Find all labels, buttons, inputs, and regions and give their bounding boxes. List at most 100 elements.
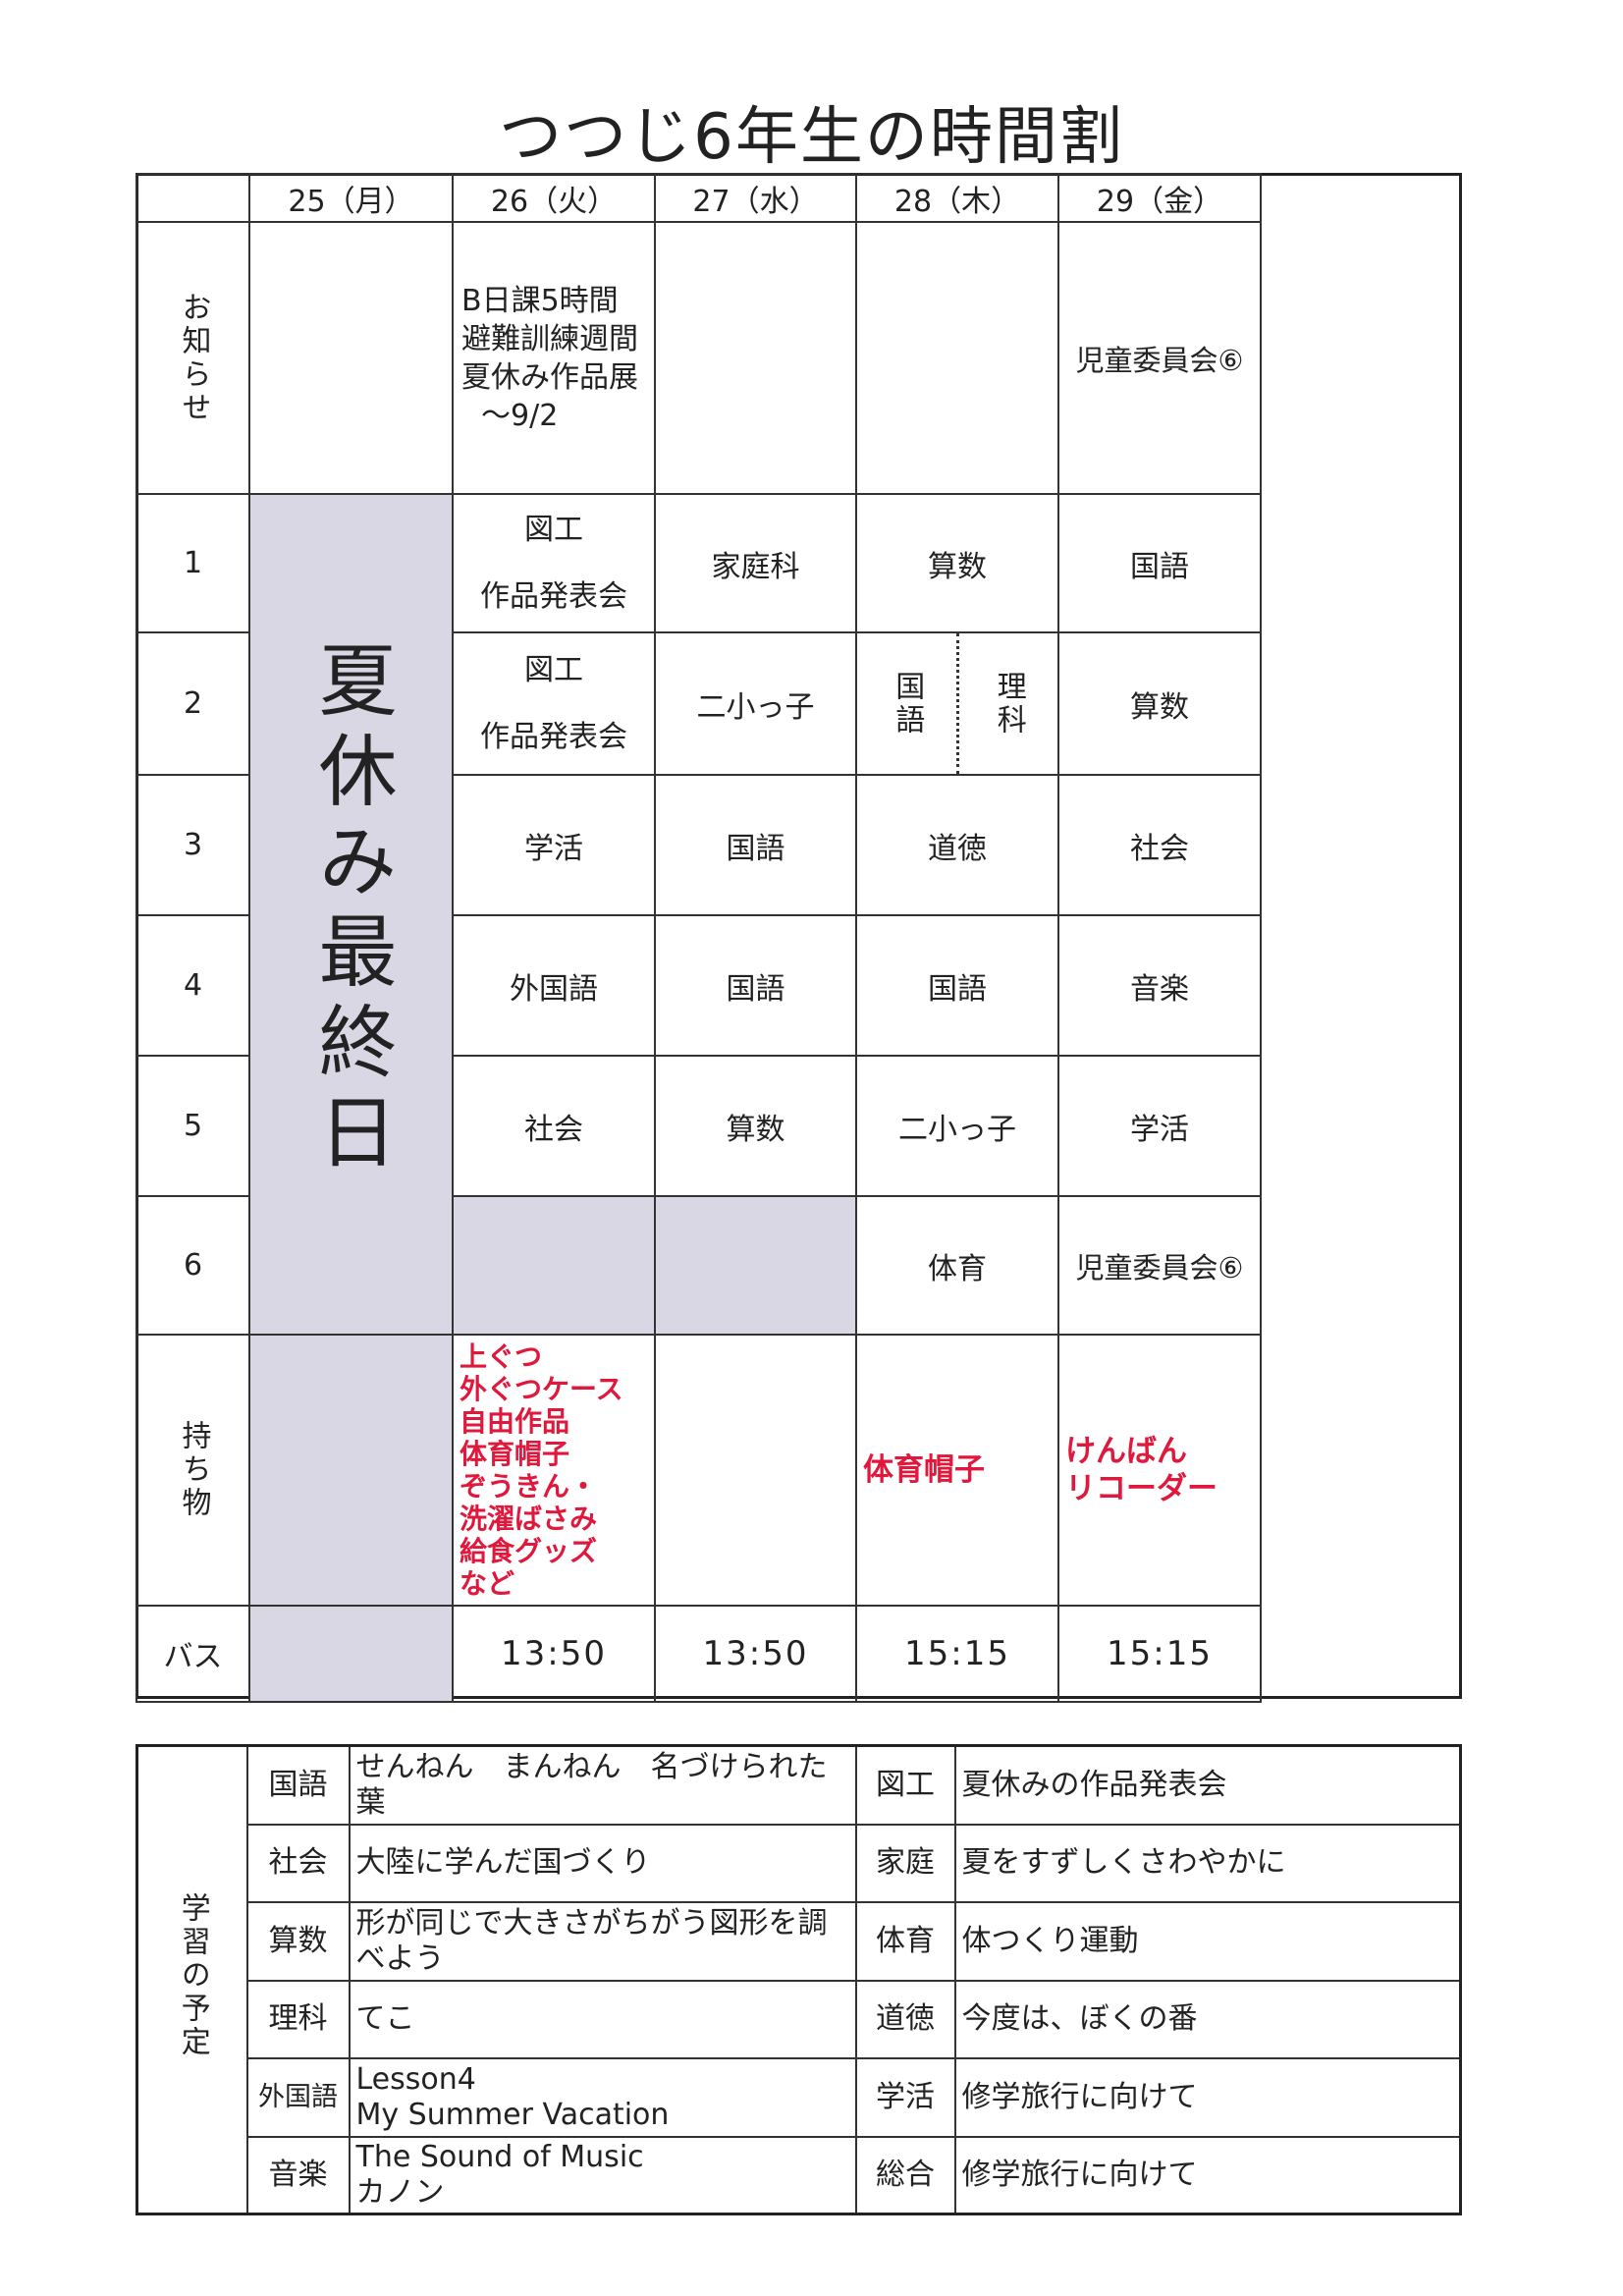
item: リコーダー [1065,1471,1217,1506]
notice-tue: B日課5時間 避難訓練週間 夏休み作品展 ～9/2 [452,221,656,495]
plan-subject: 国語 [245,1744,351,1826]
item: 給食グッズ [460,1535,598,1567]
class-cell-empty [654,1195,857,1336]
row-label-notice: お知らせ [135,221,250,495]
header-row: 25（月） 26（火） 27（水） 28（木） 29（金） [135,173,1262,223]
plan-content: せんねん まんねん 名づけられた葉 [348,1744,857,1826]
class-cell: 国語 [855,914,1059,1057]
items-row: 持ち物 上ぐつ 外ぐつケース 自由作品 体育帽子 ぞうきん・ 洗濯ばさみ 給食グ… [135,1334,1262,1607]
period-row: 5 社会 算数 二小っ子 学活 [135,1055,1262,1197]
bus-mon [248,1605,454,1703]
plan-subject: 家庭 [854,1823,956,1903]
plan-content: 夏をすずしくさわやかに [953,1823,1462,1903]
plan-content: 修学旅行に向けて [953,2135,1462,2215]
bus-time: 13:50 [452,1605,656,1703]
day-header: 26（火） [452,173,656,223]
plan-subject: 音楽 [245,2135,351,2215]
class-cell: 国語 [654,914,857,1057]
plan-subject: 算数 [245,1900,351,1982]
item: 自由作品 [460,1405,570,1438]
day-header: 28（木） [855,173,1059,223]
class-cell: 国語 [654,774,857,916]
notice-thu [855,221,1059,495]
plan-subject: 理科 [245,1979,351,2059]
class-cell: 道徳 [855,774,1059,916]
class-cell: 算数 [1057,631,1262,776]
plan-row: 理科 てこ 道徳 今度は、ぼくの番 [137,1979,1462,2059]
class-cell: 児童委員会⑥ [1057,1195,1262,1336]
plan-subject: 道徳 [854,1979,956,2059]
plan-content: 形が同じで大きさがちがう図形を調べよう [348,1900,857,1982]
notice-fri: 児童委員会⑥ [1057,221,1262,495]
corner-cell [135,173,250,223]
class-cell-split: 国語 理科 [855,631,1059,776]
bus-time: 15:15 [855,1605,1059,1703]
item: 洗濯ばさみ [460,1503,598,1535]
period-label: 4 [135,914,250,1057]
notice-line: ～9/2 [481,398,559,433]
day-header: 27（水） [654,173,857,223]
class-cell: 体育 [855,1195,1059,1336]
period-row: 6 体育 児童委員会⑥ [135,1195,1262,1336]
class-cell: 学活 [452,774,656,916]
notice-mon [248,221,454,495]
plan-subject: 図工 [854,1744,956,1826]
plan-row: 学習の予定 国語 せんねん まんねん 名づけられた葉 図工 夏休みの作品発表会 [135,1744,1462,2215]
class-cell: 国語 [1057,493,1262,633]
day-header: 29（金） [1057,173,1262,223]
period-row: 1 夏休み最終日 図工 作品発表会 家庭科 算数 国語 [135,493,1262,1336]
plan-row: 外国語 Lesson4 My Summer Vacation 学活 修学旅行に向けて [137,2056,1462,2138]
period-row: 2 図工 作品発表会 二小っ子 国語 理科 算数 [135,631,1262,776]
notice-line: 避難訓練週間 [461,321,638,356]
plan-content: 夏休みの作品発表会 [953,1744,1462,1826]
item: 体育帽子 [460,1438,570,1470]
plan-content: てこ [348,1979,857,2059]
notice-row: お知らせ B日課5時間 避難訓練週間 夏休み作品展 ～9/2 児童委員会⑥ [135,221,1262,495]
class-cell: 社会 [1057,774,1262,916]
period-row: 4 外国語 国語 国語 音楽 [135,914,1262,1057]
items-fri: けんばん リコーダー [1057,1334,1262,1607]
plan-content: Lesson4 My Summer Vacation [348,2056,857,2138]
class-cell: 学活 [1057,1055,1262,1197]
bus-time: 13:50 [654,1605,857,1703]
class-cell: 図工 作品発表会 [452,631,656,776]
plan-content: 修学旅行に向けて [953,2056,1462,2138]
plan-label: 学習の予定 [175,1891,210,2059]
items-tue: 上ぐつ 外ぐつケース 自由作品 体育帽子 ぞうきん・ 洗濯ばさみ 給食グッズ な… [452,1334,656,1607]
monday-note: 夏休み最終日 [305,639,398,1181]
plan-content: The Sound of Music カノン [348,2135,857,2215]
plan-row: 算数 形が同じで大きさがちがう図形を調べよう 体育 体つくり運動 [137,1900,1462,1982]
item: 上ぐつ [460,1340,543,1373]
plan-content: 今度は、ぼくの番 [953,1979,1462,2059]
period-label: 1 [135,493,250,633]
plan-content: 大陸に学んだ国づくり [348,1823,857,1903]
notice-line: 夏休み作品展 [461,359,638,395]
period-row: 3 学活 国語 道徳 社会 [135,774,1262,916]
item: 外ぐつケース [460,1373,623,1405]
plan-subject: 社会 [245,1823,351,1903]
plan-label-cell: 学習の予定 [135,1744,248,2215]
items-wed [654,1334,857,1607]
class-cell: 社会 [452,1055,656,1197]
items-mon [248,1334,454,1607]
class-cell: 理科 [991,670,1026,738]
bus-time: 15:15 [1057,1605,1262,1703]
plan-row: 社会 大陸に学んだ国づくり 家庭 夏をすずしくさわやかに [137,1823,1462,1903]
class-cell: 算数 [654,1055,857,1197]
bus-row: バス 13:50 13:50 15:15 15:15 [135,1605,1262,1703]
page-title: つつじ6年生の時間割 [499,101,1124,174]
class-cell: 算数 [855,493,1059,633]
monday-holiday-cell: 夏休み最終日 [248,493,454,1336]
item: など [460,1567,515,1600]
class-cell-empty [452,1195,656,1336]
period-label: 2 [135,631,250,776]
item: けんばん [1065,1434,1187,1469]
row-label-bus: バス [135,1605,250,1703]
class-cell: 二小っ子 [654,631,857,776]
class-cell: 音楽 [1057,914,1262,1057]
class-cell: 二小っ子 [855,1055,1059,1197]
plan-row: 音楽 The Sound of Music カノン 総合 修学旅行に向けて [137,2135,1462,2215]
notice-line: B日課5時間 [461,283,619,318]
period-label: 5 [135,1055,250,1197]
